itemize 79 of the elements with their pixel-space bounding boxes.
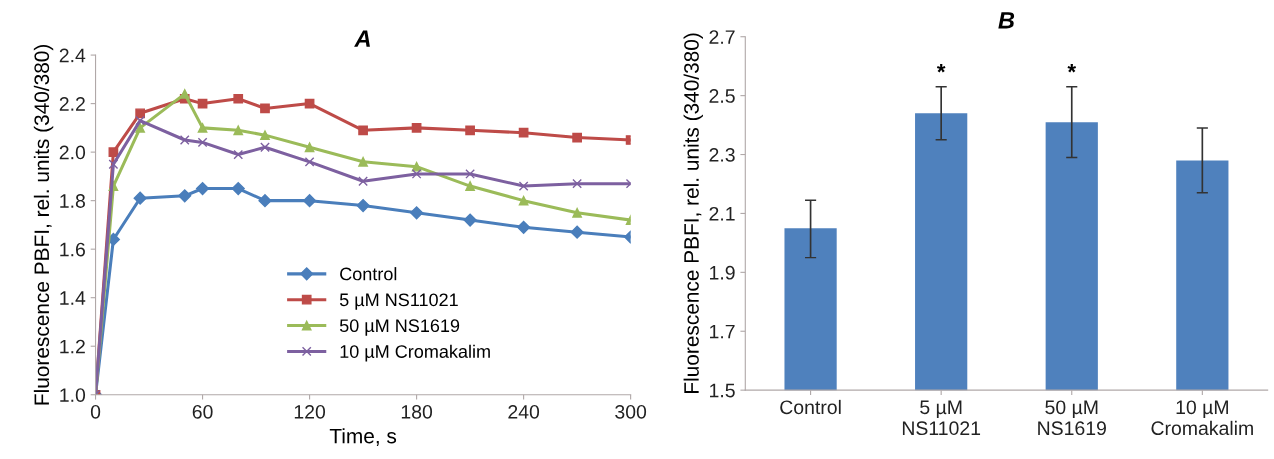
point (465, 181, 475, 191)
y-tick-label: 2.5 (709, 89, 735, 103)
point (356, 198, 370, 213)
x-tick-label: 300 (615, 404, 647, 419)
point (465, 125, 475, 136)
point (179, 89, 190, 99)
y-tick-label: 1.7 (710, 324, 735, 339)
y-axis-title: Fluorescence PBFI, rel. units (340/380) (33, 44, 54, 405)
point (518, 195, 529, 206)
point (358, 125, 368, 136)
point (411, 123, 422, 133)
y-tick-label: 2.7 (709, 30, 735, 44)
point (518, 181, 529, 191)
point (302, 194, 317, 208)
x-tick-label: 50 µM NS1619 (1038, 400, 1106, 436)
y-axis-title: Fluorescence PBFI, rel. units (340/380) (683, 33, 703, 393)
point (358, 156, 368, 167)
point (463, 213, 477, 227)
x-tick-label: 180 (401, 404, 433, 419)
y-tick-label: 2.4 (59, 48, 86, 63)
point (135, 115, 146, 126)
point (260, 130, 270, 141)
point (260, 142, 270, 153)
point (233, 149, 244, 160)
point (197, 137, 208, 148)
point (178, 189, 192, 203)
point (195, 181, 210, 196)
legend-label: 50 µM NS1619 (339, 319, 460, 336)
point (133, 191, 147, 205)
x-tick-label: 60 (192, 404, 213, 419)
point (108, 159, 119, 170)
point (108, 147, 119, 157)
point (179, 135, 190, 145)
point (135, 108, 146, 119)
y-tick-label: 2.0 (59, 145, 86, 160)
point (304, 142, 315, 153)
point (410, 206, 424, 220)
y-tick-label: 1.0 (60, 388, 86, 402)
annotation: * (936, 64, 946, 73)
y-tick-label: 2.2 (59, 97, 85, 111)
point (570, 225, 584, 239)
x-tick-label: 120 (294, 404, 326, 419)
x-tick-label: 10 µM Cromakalim (1151, 400, 1253, 436)
x-tick-label: 0 (90, 404, 101, 419)
x-axis-title: Time, s (329, 428, 397, 446)
point (135, 123, 146, 133)
point (465, 169, 475, 179)
point (411, 161, 422, 172)
y-tick-label: 2.1 (709, 206, 735, 221)
point (517, 220, 531, 234)
y-tick-label: 1.4 (60, 291, 86, 305)
point (233, 93, 244, 104)
y-tick-label: 1.9 (710, 265, 735, 280)
point (572, 178, 582, 189)
point (304, 156, 315, 167)
point (518, 127, 529, 138)
x-tick-label: 240 (508, 404, 540, 419)
chart-title: B (998, 12, 1015, 29)
point (231, 181, 245, 196)
point (233, 125, 244, 136)
x-tick-label: 5 µM NS11021 (902, 400, 981, 436)
point (411, 169, 422, 179)
y-tick-label: 1.2 (60, 339, 85, 354)
y-tick-label: 1.8 (60, 194, 85, 208)
y-tick-label: 1.5 (710, 383, 735, 398)
point (572, 132, 582, 143)
annotation: * (1067, 64, 1077, 73)
y-tick-label: 2.3 (709, 148, 735, 162)
point (258, 194, 272, 208)
point (197, 123, 208, 133)
point (572, 207, 582, 218)
legend-label: 10 µM Cromakalim (340, 344, 490, 362)
legend-label: Control (340, 267, 397, 281)
x-tick-label: Control (780, 399, 841, 415)
chart-title: A (354, 30, 370, 47)
point (358, 176, 368, 187)
y-tick-label: 1.6 (60, 242, 85, 257)
point (260, 103, 270, 114)
legend-label: 5 µM NS11021 (339, 293, 458, 310)
